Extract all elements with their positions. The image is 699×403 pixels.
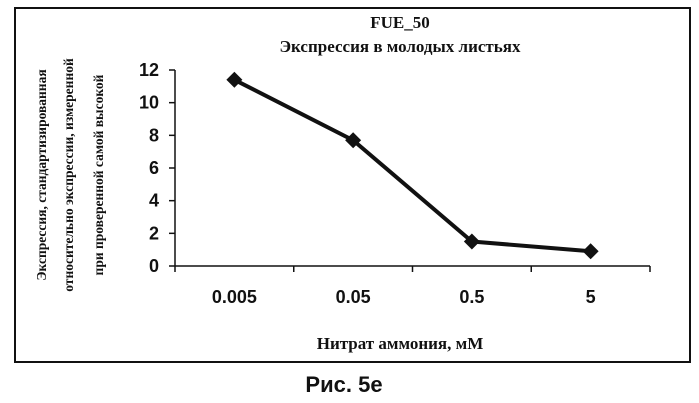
chart-frame	[15, 8, 690, 362]
x-tick-label: 5	[586, 287, 596, 307]
y-tick-label: 12	[139, 60, 159, 80]
y-tick-label: 6	[149, 158, 159, 178]
y-axis-label-line-1: Экспрессия, стандартизированная	[34, 69, 49, 280]
x-tick-label: 0.5	[459, 287, 484, 307]
y-axis-label-line-2: относительно экспрессии, измеренной	[61, 58, 76, 292]
y-tick-label: 8	[149, 125, 159, 145]
figure-caption: Рис. 5е	[305, 372, 382, 397]
y-tick-label: 4	[149, 191, 159, 211]
y-tick-label: 10	[139, 93, 159, 113]
y-tick-label: 0	[149, 256, 159, 276]
x-tick-label: 0.005	[212, 287, 257, 307]
y-axis-label-line-3: при проверенной самой высокой	[91, 74, 106, 275]
y-tick-label: 2	[149, 223, 159, 243]
x-tick-label: 0.05	[336, 287, 371, 307]
chart-title: FUE_50	[370, 13, 430, 32]
chart-subtitle: Экспрессия в молодых листьях	[280, 37, 521, 56]
x-axis-label: Нитрат аммония, мМ	[317, 334, 484, 353]
